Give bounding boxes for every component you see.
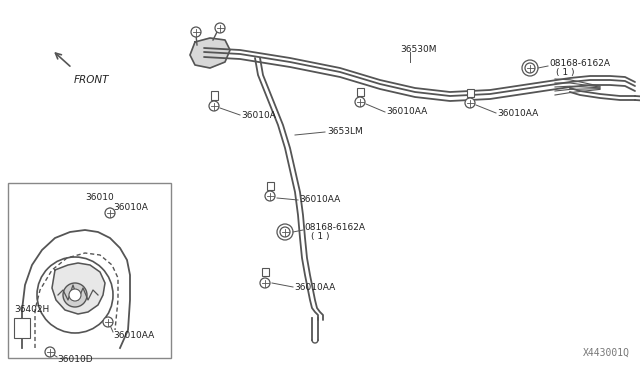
- Polygon shape: [190, 38, 230, 68]
- Text: ( 1 ): ( 1 ): [311, 232, 330, 241]
- Text: X443001Q: X443001Q: [583, 348, 630, 358]
- Text: 36010AA: 36010AA: [113, 330, 154, 340]
- Text: 36010AA: 36010AA: [294, 282, 335, 292]
- Circle shape: [191, 27, 201, 37]
- Text: FRONT: FRONT: [74, 75, 109, 85]
- Circle shape: [215, 23, 225, 33]
- Circle shape: [103, 317, 113, 327]
- Circle shape: [105, 208, 115, 218]
- Text: 36010AA: 36010AA: [497, 109, 538, 118]
- Bar: [14, 318, 30, 338]
- Text: 36010A: 36010A: [241, 110, 276, 119]
- Text: 08168-6162A: 08168-6162A: [549, 60, 610, 68]
- Circle shape: [265, 191, 275, 201]
- Bar: [356, 88, 364, 96]
- Text: 3653LM: 3653LM: [327, 128, 363, 137]
- Circle shape: [69, 289, 81, 301]
- Text: 36402H: 36402H: [14, 305, 49, 314]
- Text: 36010AA: 36010AA: [299, 196, 340, 205]
- Text: 36530M: 36530M: [400, 45, 436, 54]
- Circle shape: [63, 283, 87, 307]
- Text: ( 1 ): ( 1 ): [556, 67, 575, 77]
- Text: 36010D: 36010D: [57, 356, 93, 365]
- Text: 08168-6162A: 08168-6162A: [304, 224, 365, 232]
- Bar: [467, 89, 474, 97]
- Bar: [8, 183, 171, 358]
- Circle shape: [209, 101, 219, 111]
- Text: 36010A: 36010A: [113, 202, 148, 212]
- Bar: [266, 182, 273, 190]
- Text: 36010AA: 36010AA: [386, 108, 428, 116]
- Circle shape: [260, 278, 270, 288]
- Circle shape: [525, 63, 535, 73]
- Text: 36010: 36010: [85, 192, 114, 202]
- Circle shape: [355, 97, 365, 107]
- Polygon shape: [52, 263, 105, 314]
- Bar: [211, 90, 218, 99]
- Bar: [262, 268, 269, 276]
- Circle shape: [45, 347, 55, 357]
- Circle shape: [465, 98, 475, 108]
- Circle shape: [280, 227, 290, 237]
